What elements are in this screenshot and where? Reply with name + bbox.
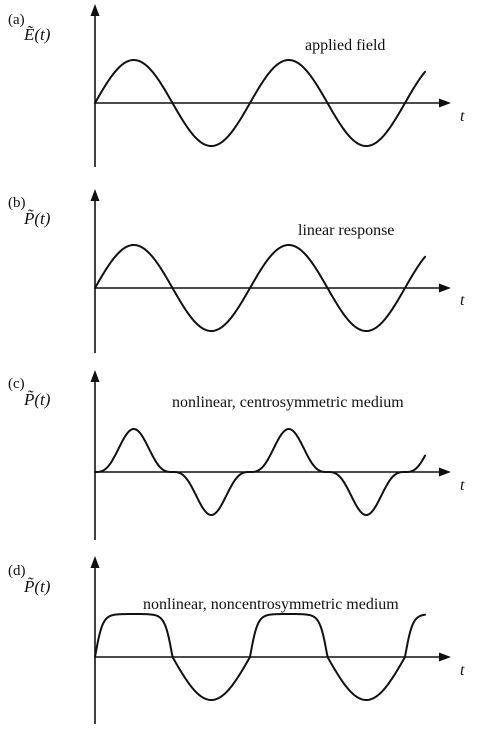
panel-d-x-axis-arrow	[439, 652, 451, 662]
panel-b-caption: linear response	[298, 222, 394, 239]
panel-b-y-axis-label: P̃(t)	[23, 209, 51, 228]
panel-b-curve	[94, 244, 426, 332]
panel-a-caption: applied field	[305, 37, 385, 54]
panel-d: (d) P̃(t) t nonlinear, noncentrosymmetri…	[8, 556, 465, 724]
panel-c-x-axis-arrow	[439, 467, 451, 477]
panel-d-label: (d)	[8, 563, 26, 579]
panel-a-curve	[94, 59, 426, 147]
panel-a-y-axis-arrow	[90, 4, 100, 16]
panel-d-y-axis-arrow	[90, 556, 100, 568]
panel-c-y-axis-label: P̃(t)	[23, 390, 51, 409]
panel-a-x-axis-arrow	[439, 98, 451, 108]
panel-d-y-axis-label: P̃(t)	[23, 577, 51, 596]
panel-d-caption: nonlinear, noncentrosymmetric medium	[143, 596, 399, 613]
panel-a-label: (a)	[8, 12, 25, 28]
panel-b-x-axis-label: t	[460, 292, 465, 309]
panel-b-label: (b)	[8, 195, 26, 211]
panel-c-x-axis-label: t	[460, 477, 465, 494]
panel-c-curve	[94, 428, 426, 516]
panel-c-caption: nonlinear, centrosymmetric medium	[172, 394, 404, 411]
panel-b: (b) P̃(t) t linear response	[8, 189, 465, 353]
panel-a-y-axis-label: Ẽ(t)	[23, 25, 51, 44]
panel-a: (a) Ẽ(t) t applied field	[8, 4, 465, 167]
panel-d-x-axis-label: t	[460, 662, 465, 679]
panel-d-curve	[94, 613, 426, 701]
panel-c-label: (c)	[8, 376, 25, 392]
panel-c-y-axis-arrow	[90, 370, 100, 382]
panel-c: (c) P̃(t) t nonlinear, centrosymmetric m…	[8, 370, 465, 540]
panel-b-x-axis-arrow	[439, 283, 451, 293]
panel-b-y-axis-arrow	[90, 189, 100, 201]
panel-a-x-axis-label: t	[460, 108, 465, 125]
